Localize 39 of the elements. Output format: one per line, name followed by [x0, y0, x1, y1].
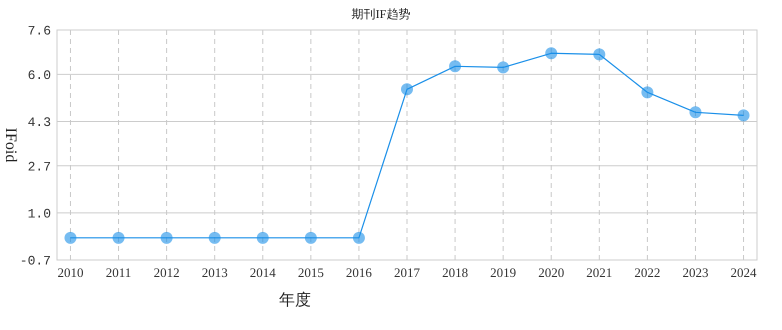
- y-tick-label: 6.0: [28, 68, 51, 83]
- x-tick-label: 2018: [442, 265, 468, 280]
- point: [64, 232, 76, 244]
- y-tick-label: 2.7: [28, 159, 51, 174]
- y-tick-label: 4.3: [28, 114, 51, 130]
- x-axis-title: 年度: [279, 291, 311, 309]
- x-tick-label: 2011: [106, 265, 132, 280]
- x-tick-label: 2012: [154, 265, 180, 280]
- y-tick-label: 7.6: [28, 24, 51, 39]
- point: [497, 61, 510, 74]
- point: [641, 86, 654, 98]
- point: [593, 48, 606, 60]
- x-tick-label: 2015: [298, 265, 324, 280]
- x-tick-label: 2022: [634, 265, 660, 280]
- point: [689, 106, 702, 118]
- x-tick-label: 2010: [57, 265, 84, 280]
- x-tick-label: 2021: [586, 265, 612, 280]
- point: [256, 232, 269, 244]
- x-tick-label: 2014: [250, 265, 276, 280]
- y-tick-label: 1.0: [28, 206, 51, 222]
- point: [304, 232, 317, 244]
- x-tick-label: 2024: [730, 265, 758, 280]
- point: [208, 232, 221, 244]
- point: [545, 47, 558, 60]
- x-tick-label: 2020: [538, 265, 564, 280]
- point: [449, 60, 462, 72]
- point: [352, 232, 365, 244]
- point: [160, 232, 173, 244]
- point: [112, 232, 125, 244]
- chart-title: 期刊IF趋势: [352, 7, 410, 21]
- x-tick-label: 2023: [682, 265, 708, 280]
- x-tick-label: 2019: [490, 265, 516, 280]
- x-tick-label: 2013: [202, 265, 228, 280]
- x-tick-label: 2016: [346, 265, 372, 280]
- point: [738, 109, 750, 122]
- x-tick-label: 2017: [394, 265, 420, 280]
- y-tick-label: -0.7: [20, 254, 51, 269]
- y-axis-title: IFoid: [2, 128, 19, 162]
- point: [401, 83, 413, 96]
